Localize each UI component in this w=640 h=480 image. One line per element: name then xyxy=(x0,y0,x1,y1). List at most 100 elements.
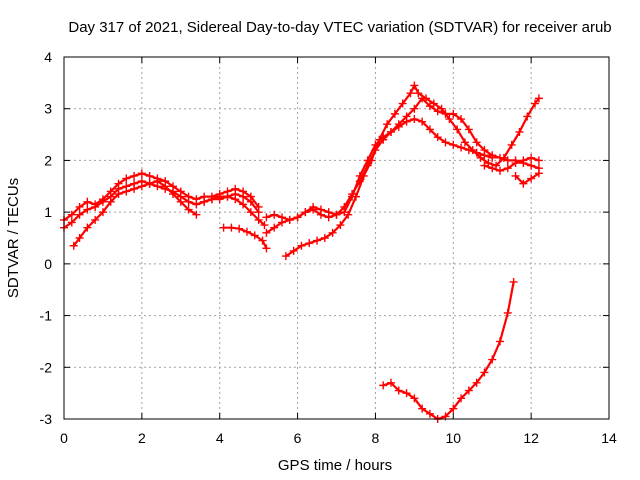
data-point xyxy=(503,308,512,317)
data-point xyxy=(332,210,341,219)
data-point xyxy=(515,127,524,136)
y-tick-label: -3 xyxy=(40,411,53,427)
data-point xyxy=(425,125,434,134)
data-point xyxy=(457,115,466,124)
data-point xyxy=(242,227,251,236)
data-point xyxy=(457,143,466,152)
data-point xyxy=(359,171,368,180)
data-point xyxy=(75,202,84,211)
data-point xyxy=(285,215,294,224)
data-point xyxy=(200,197,209,206)
y-tick-label: 0 xyxy=(44,256,52,272)
data-point xyxy=(83,205,92,214)
x-tick-label: 8 xyxy=(372,430,380,446)
data-point xyxy=(351,192,360,201)
y-axis-title: SDTVAR / TECUs xyxy=(5,178,22,298)
data-point xyxy=(425,409,434,418)
data-point xyxy=(215,192,224,201)
data-point xyxy=(387,378,395,387)
data-point xyxy=(445,115,454,124)
data-point xyxy=(418,404,427,413)
data-point xyxy=(511,171,520,180)
data-point xyxy=(523,112,532,121)
data-point xyxy=(67,210,76,219)
data-point xyxy=(262,228,271,237)
grid xyxy=(64,57,609,419)
data-point xyxy=(192,200,201,209)
data-point xyxy=(375,135,384,144)
data-point xyxy=(114,190,123,199)
data-point xyxy=(239,200,248,209)
data-point xyxy=(367,156,376,165)
data-point xyxy=(289,246,298,255)
data-point xyxy=(262,213,271,222)
y-tick-label: 3 xyxy=(44,101,52,117)
data-point xyxy=(414,89,423,98)
data-point xyxy=(106,197,115,206)
data-point xyxy=(309,202,318,211)
data-point xyxy=(394,386,403,395)
data-point xyxy=(527,153,536,162)
data-point xyxy=(472,378,481,387)
data-point xyxy=(422,94,431,103)
series-sat-f xyxy=(265,117,494,221)
data-point xyxy=(250,231,259,240)
data-point xyxy=(69,241,78,250)
data-point xyxy=(402,112,411,121)
data-point xyxy=(137,169,146,178)
data-point xyxy=(235,224,244,233)
x-tick-label: 12 xyxy=(523,430,539,446)
data-point xyxy=(398,99,407,108)
data-point xyxy=(260,221,269,230)
data-point xyxy=(184,197,193,206)
data-point xyxy=(488,355,497,364)
data-point xyxy=(480,146,489,155)
data-point xyxy=(449,404,458,413)
data-point xyxy=(320,234,329,242)
x-tick-label: 0 xyxy=(60,430,68,446)
data-point xyxy=(254,215,263,224)
data-point xyxy=(83,197,92,206)
data-point xyxy=(531,99,540,108)
data-point xyxy=(305,239,314,248)
data-point xyxy=(496,166,504,175)
data-point xyxy=(324,208,333,217)
data-point xyxy=(75,234,84,242)
data-point xyxy=(239,192,248,201)
data-point xyxy=(270,223,279,232)
data-point xyxy=(468,146,477,155)
data-point xyxy=(449,109,458,118)
data-point xyxy=(433,133,442,142)
data-point xyxy=(480,161,489,170)
data-point xyxy=(527,161,536,170)
data-point xyxy=(192,210,201,219)
data-point xyxy=(410,394,419,403)
data-point xyxy=(227,223,236,232)
data-point xyxy=(219,223,228,232)
data-point xyxy=(519,156,528,165)
data-point xyxy=(488,164,497,173)
data-point xyxy=(207,195,216,204)
data-point xyxy=(410,81,419,90)
data-point xyxy=(488,151,497,160)
data-point xyxy=(278,218,286,227)
data-point xyxy=(464,386,473,395)
data-point xyxy=(476,153,485,162)
data-point xyxy=(534,94,543,103)
series-sat-j xyxy=(514,172,541,185)
data-point xyxy=(176,197,185,206)
data-point xyxy=(91,202,100,211)
data-point xyxy=(453,125,462,134)
data-point xyxy=(122,187,131,196)
data-point xyxy=(316,205,325,214)
data-point xyxy=(297,241,306,250)
data-point xyxy=(464,125,473,134)
data-point xyxy=(246,197,255,206)
data-point xyxy=(457,394,466,403)
data-point xyxy=(472,138,481,147)
data-point xyxy=(429,99,438,108)
data-point xyxy=(437,104,446,113)
data-point xyxy=(223,192,232,201)
data-point xyxy=(137,182,146,191)
